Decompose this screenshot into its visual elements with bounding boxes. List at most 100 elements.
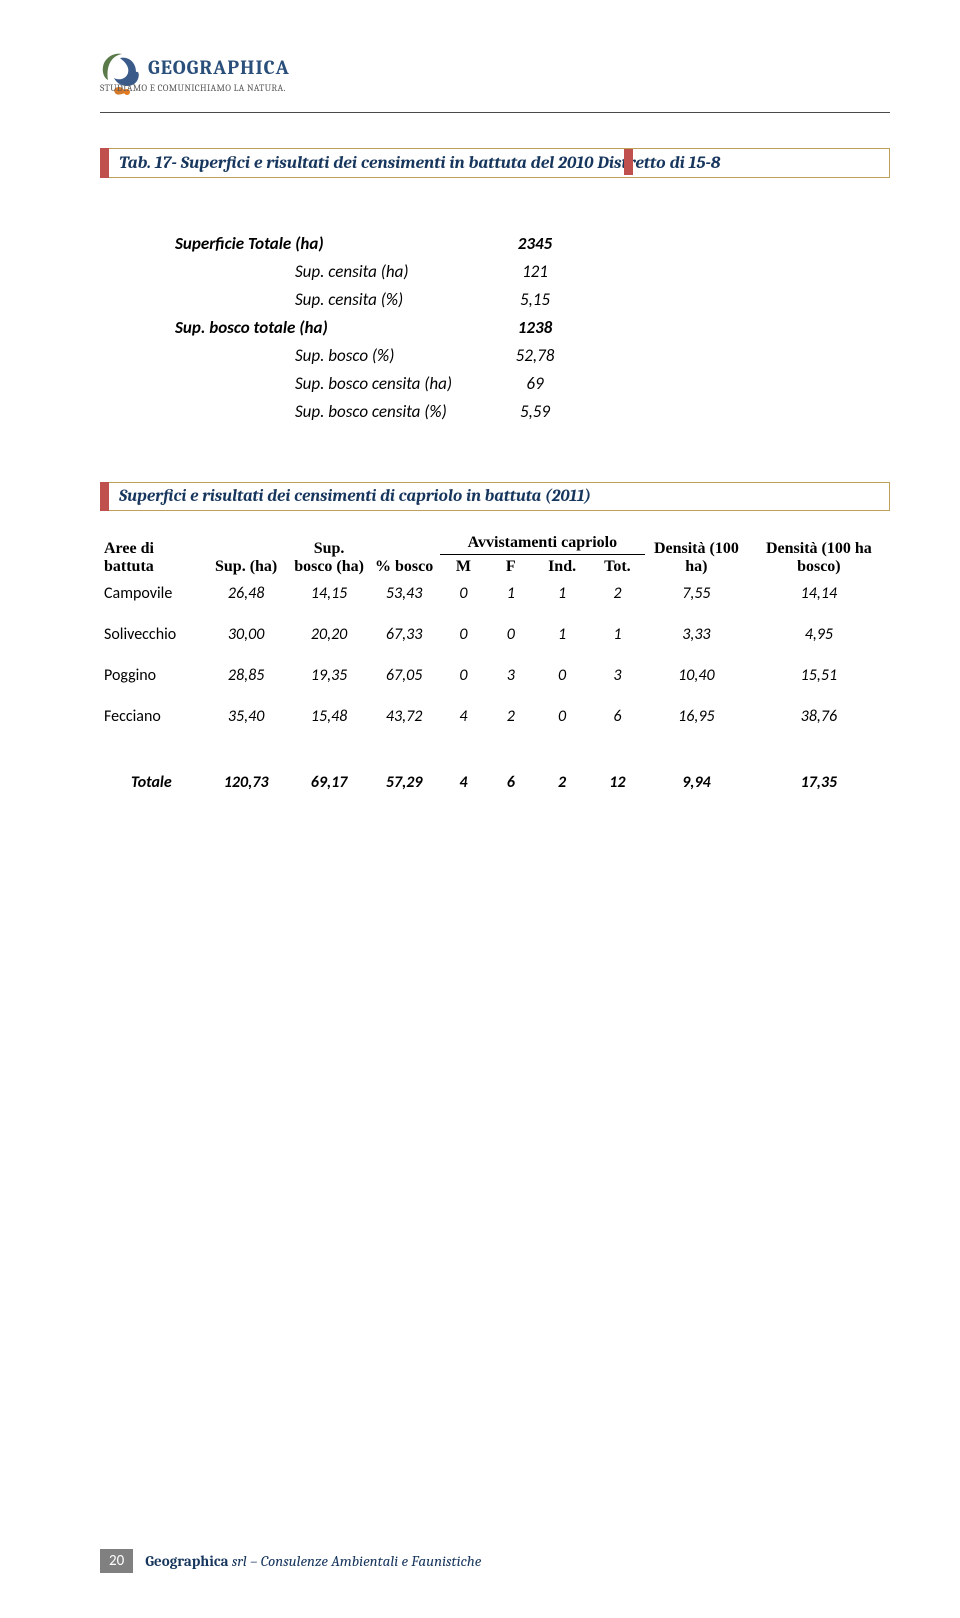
table-cell: Totale [100, 743, 203, 797]
table-cell: 16,95 [645, 702, 748, 731]
table-cell: 57,29 [369, 743, 440, 797]
summary-value: 69 [485, 373, 585, 394]
table-cell: 28,85 [203, 661, 290, 690]
table-cell: 4 [440, 702, 487, 731]
summary-value: 121 [485, 261, 585, 282]
header-underline [100, 112, 890, 113]
page-number: 20 [100, 1549, 133, 1573]
logo-block: GEOGRAPHICA STUDIAMO E COMUNICHIAMO LA N… [100, 50, 890, 102]
th-f: F [487, 555, 534, 580]
table-cell: 14,15 [290, 579, 369, 608]
table-cell: 1 [590, 620, 645, 649]
logo-tagline: STUDIAMO E COMUNICHIAMO LA NATURA. [100, 83, 290, 94]
summary-row: Sup. bosco censita (ha)69 [175, 373, 890, 394]
table-cell: 3 [590, 661, 645, 690]
footer-company: Geographica [145, 1552, 232, 1570]
summary-row: Sup. censita (%)5,15 [175, 289, 890, 310]
table-body: Campovile26,4814,1553,4301127,5514,14Sol… [100, 579, 890, 797]
table-cell: 0 [440, 620, 487, 649]
table-cell: 1 [487, 579, 534, 608]
table-cell: 2 [590, 579, 645, 608]
summary-row: Sup. bosco (%)52,78 [175, 345, 890, 366]
footer: 20 Geographica srl – Consulenze Ambienta… [100, 1549, 890, 1573]
th-pctbosco: % bosco [369, 531, 440, 579]
table-cell: 1 [534, 579, 589, 608]
table-cell: 3 [487, 661, 534, 690]
summary-label: Sup. bosco totale (ha) [175, 317, 485, 338]
table-row: Poggino28,8519,3567,05030310,4015,51 [100, 661, 890, 690]
table-row: Campovile26,4814,1553,4301127,5514,14 [100, 579, 890, 608]
spacer-row [100, 649, 890, 661]
table-row: Fecciano35,4015,4843,72420616,9538,76 [100, 702, 890, 731]
table-cell: 0 [534, 661, 589, 690]
table-cell: 67,05 [369, 661, 440, 690]
sub-title-box: Superfici e risultati dei censimenti di … [100, 482, 890, 511]
table-cell: 10,40 [645, 661, 748, 690]
th-avvist: Avvistamenti capriolo [440, 531, 645, 555]
distretto-marker [624, 149, 633, 175]
summary-label: Sup. censita (ha) [175, 261, 485, 282]
table-head: Aree di battuta Sup. (ha) Sup. bosco (ha… [100, 531, 890, 579]
logo-icon [100, 50, 142, 102]
summary-row: Sup. bosco totale (ha)1238 [175, 317, 890, 338]
table-cell: 4 [440, 743, 487, 797]
footer-rest: srl – Consulenze Ambientali e Faunistich… [232, 1552, 481, 1570]
table-cell: 38,76 [748, 702, 890, 731]
th-d100: Densità (100 ha) [645, 531, 748, 579]
th-tot: Tot. [590, 555, 645, 580]
spacer-row [100, 731, 890, 743]
table-cell: Poggino [100, 661, 203, 690]
sub-heading: Superfici e risultati dei censimenti di … [119, 487, 591, 506]
th-supbosco: Sup. bosco (ha) [290, 531, 369, 579]
table-cell: 19,35 [290, 661, 369, 690]
table-cell: 26,48 [203, 579, 290, 608]
table-row: Solivecchio30,0020,2067,3300113,334,95 [100, 620, 890, 649]
summary-value: 1238 [485, 317, 585, 338]
table-cell: 0 [534, 702, 589, 731]
summary-value: 5,59 [485, 401, 585, 422]
summary-row: Sup. censita (ha)121 [175, 261, 890, 282]
table-cell: 3,33 [645, 620, 748, 649]
table-cell: 12 [590, 743, 645, 797]
table-cell: 0 [440, 661, 487, 690]
th-m: M [440, 555, 487, 580]
table-cell: Solivecchio [100, 620, 203, 649]
table-cell: 15,51 [748, 661, 890, 690]
table-cell: 2 [487, 702, 534, 731]
footer-text: Geographica srl – Consulenze Ambientali … [145, 1552, 481, 1570]
table-cell: 4,95 [748, 620, 890, 649]
table-cell: 14,14 [748, 579, 890, 608]
table-cell: 7,55 [645, 579, 748, 608]
summary-value: 5,15 [485, 289, 585, 310]
table-cell: 20,20 [290, 620, 369, 649]
summary-label: Sup. censita (%) [175, 289, 485, 310]
table-cell: 67,33 [369, 620, 440, 649]
logo-text: GEOGRAPHICA STUDIAMO E COMUNICHIAMO LA N… [148, 50, 290, 94]
table-cell: 0 [440, 579, 487, 608]
summary-label: Sup. bosco (%) [175, 345, 485, 366]
data-table: Aree di battuta Sup. (ha) Sup. bosco (ha… [100, 531, 890, 797]
tab-title-box: Tab. 17- Superfici e risultati dei censi… [100, 148, 890, 178]
table-cell: 15,48 [290, 702, 369, 731]
summary-label: Sup. bosco censita (ha) [175, 373, 485, 394]
table-cell: 35,40 [203, 702, 290, 731]
table-cell: 120,73 [203, 743, 290, 797]
table-cell: 43,72 [369, 702, 440, 731]
summary-row: Sup. bosco censita (%)5,59 [175, 401, 890, 422]
table-cell: Campovile [100, 579, 203, 608]
table-cell: Fecciano [100, 702, 203, 731]
table-cell: 53,43 [369, 579, 440, 608]
table-cell: 30,00 [203, 620, 290, 649]
summary-value: 52,78 [485, 345, 585, 366]
th-sup: Sup. (ha) [203, 531, 290, 579]
table-cell: 2 [534, 743, 589, 797]
th-ind: Ind. [534, 555, 589, 580]
spacer-row [100, 690, 890, 702]
table-total-row: Totale120,7369,1757,29462129,9417,35 [100, 743, 890, 797]
logo-title: GEOGRAPHICA [148, 56, 290, 79]
page: GEOGRAPHICA STUDIAMO E COMUNICHIAMO LA N… [0, 0, 960, 1618]
table-cell: 17,35 [748, 743, 890, 797]
summary-label: Sup. bosco censita (%) [175, 401, 485, 422]
table-cell: 0 [487, 620, 534, 649]
table-cell: 6 [590, 702, 645, 731]
